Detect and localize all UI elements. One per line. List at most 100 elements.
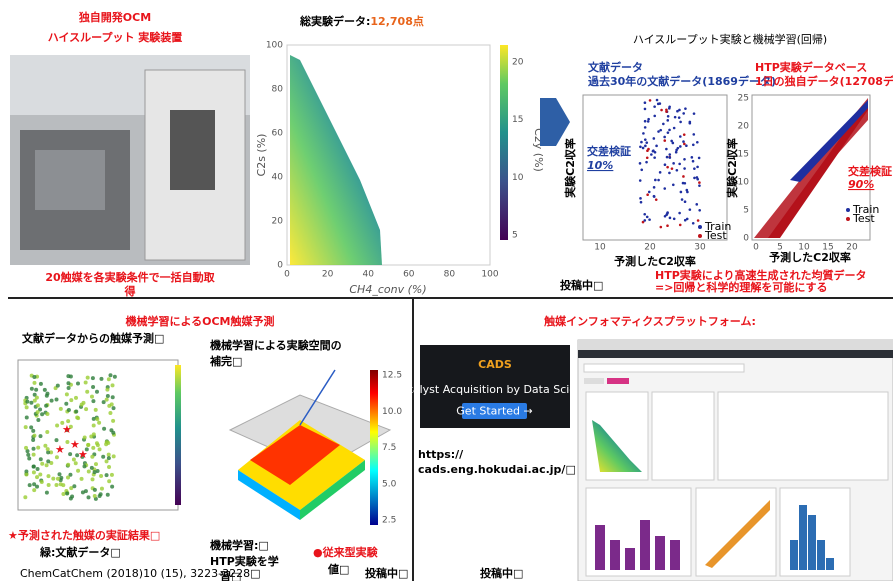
scatter-dot [84, 407, 88, 411]
scatter-dot [39, 434, 43, 438]
scatter-dot [23, 495, 27, 499]
scatter-dot [653, 105, 656, 108]
heading: HTP実験データベース [755, 60, 867, 74]
title: 触媒インフォマティクスプラットフォーム: [543, 314, 756, 328]
colorbar-tick-label: 10 [512, 173, 524, 183]
cv-value: 10% [587, 159, 613, 172]
x-tick-label: 20 [322, 270, 334, 280]
scatter-dot [684, 219, 687, 222]
scatter-dot [100, 487, 104, 491]
scatter-dot [83, 435, 87, 439]
scatter-dot [657, 179, 660, 182]
scatter-dot [644, 120, 647, 123]
scatter-dot [55, 483, 59, 487]
scatter-dot [107, 456, 111, 460]
scatter-dot [91, 399, 95, 403]
scatter-dot [680, 191, 683, 194]
scatter-dot [39, 382, 43, 386]
scatter-dot [98, 494, 102, 498]
colorbar-tick-label: 15 [512, 115, 523, 125]
scatter-dot [679, 145, 682, 148]
caption: 得 [124, 284, 136, 298]
scatter-dot [35, 396, 39, 400]
title: ハイスループット 実験装置 [48, 30, 183, 44]
scatter-dot [666, 156, 669, 159]
scatter-dot [669, 156, 672, 159]
scatter-dot [66, 475, 70, 479]
scatter-dot [31, 429, 35, 433]
colorbar-tick-label: 7.5 [382, 443, 396, 453]
y-tick-label: 10 [738, 178, 750, 188]
scatter-dot [640, 201, 643, 204]
scatter-dot [91, 477, 95, 481]
scatter-dot [61, 483, 65, 487]
scatter-dot [47, 483, 51, 487]
scatter-dot [40, 412, 44, 416]
y-tick-label: 5 [743, 206, 749, 216]
scatter-dot [683, 133, 686, 136]
scatter-dot [72, 458, 76, 462]
scatter-dot [64, 402, 68, 406]
caption: 20触媒を各実験条件で一括自動取 [45, 270, 215, 284]
x-tick-label: 60 [403, 270, 415, 280]
scatter-dot [86, 443, 90, 447]
y-tick-label: 100 [266, 41, 283, 51]
scatter-dot [80, 477, 84, 481]
colorbar-tick-label: 5 [512, 231, 518, 241]
scatter-dot [101, 455, 105, 459]
scatter-dot [681, 198, 684, 201]
scatter-dot [669, 217, 672, 220]
scatter-dot [665, 109, 668, 112]
scatter-dot [67, 408, 71, 412]
scatter-dot [99, 377, 103, 381]
scatter-dot [46, 474, 50, 478]
scatter-dot [666, 211, 669, 214]
scatter-dot [107, 453, 111, 457]
note: HTP実験により高速生成された均質データ [655, 268, 867, 282]
scatter-dot [74, 461, 78, 465]
cv-value: 90% [848, 178, 874, 191]
scatter-dot [647, 118, 650, 121]
y-tick-label: 60 [272, 129, 284, 139]
scatter-dot [650, 153, 653, 156]
scatter-dot [76, 382, 80, 386]
scatter-dot [644, 138, 647, 141]
scatter-dot [93, 470, 97, 474]
scatter-dot [94, 408, 98, 412]
heading: 補完□ [210, 354, 242, 368]
scatter-dot [111, 395, 115, 399]
colorbar [175, 365, 181, 505]
y-tick-label: 40 [272, 173, 284, 183]
scatter-dot [655, 198, 658, 201]
scatter-dot [640, 141, 643, 144]
scatter-dot [646, 156, 649, 159]
heading: 文献データからの触媒予測□ [22, 331, 164, 345]
scatter-dot [92, 423, 96, 427]
x-tick-label: 30 [694, 243, 706, 253]
note: 習□ [220, 570, 241, 581]
scatter-dot [666, 166, 669, 169]
scatter-dot [102, 427, 106, 431]
button[interactable]: Get Started → [456, 405, 532, 418]
scatter-dot [32, 453, 36, 457]
scatter-dot [91, 376, 95, 380]
scatter-dot [68, 452, 72, 456]
scatter-dot [25, 400, 29, 404]
scatter-dot [56, 477, 60, 481]
scatter-dot [43, 388, 47, 392]
scatter-dot [106, 441, 110, 445]
scatter-dot [668, 107, 671, 110]
scatter-dot [654, 179, 657, 182]
scatter-dot [689, 208, 692, 211]
scatter-dot [90, 455, 94, 459]
scatter-dot [657, 130, 660, 133]
title: 独自開発OCM [78, 10, 151, 24]
scatter-dot [90, 395, 94, 399]
scatter-dot [59, 476, 63, 480]
title: 総実験データ:12,708点 [299, 14, 424, 28]
scatter-dot [653, 195, 656, 198]
title-text: 総実験データ: [299, 14, 370, 28]
scatter-dot [689, 122, 692, 125]
scatter-dot [74, 409, 78, 413]
scatter-dot [692, 133, 695, 136]
